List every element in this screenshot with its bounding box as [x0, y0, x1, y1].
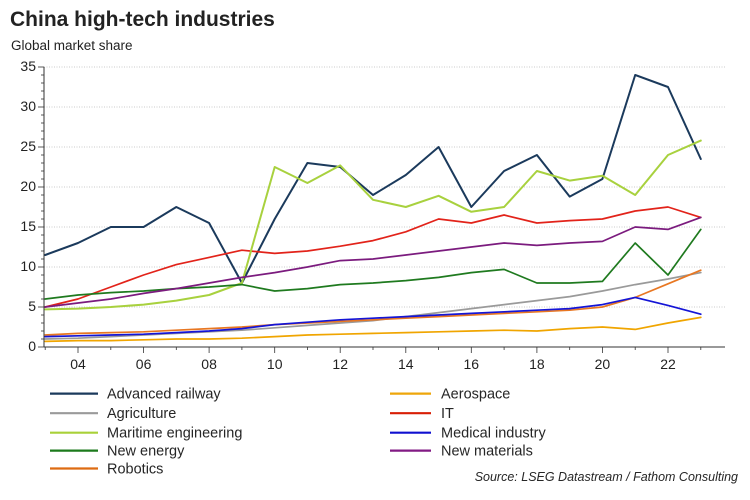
svg-text:IT: IT	[441, 406, 454, 422]
svg-text:Medical industry: Medical industry	[441, 426, 547, 442]
svg-text:New materials: New materials	[441, 444, 533, 460]
svg-text:Maritime engineering: Maritime engineering	[107, 426, 242, 442]
svg-text:New energy: New energy	[107, 444, 185, 460]
svg-text:Aerospace: Aerospace	[441, 387, 510, 403]
svg-text:Advanced railway: Advanced railway	[107, 387, 221, 403]
svg-text:Robotics: Robotics	[107, 462, 163, 478]
svg-text:Agriculture: Agriculture	[107, 406, 176, 422]
